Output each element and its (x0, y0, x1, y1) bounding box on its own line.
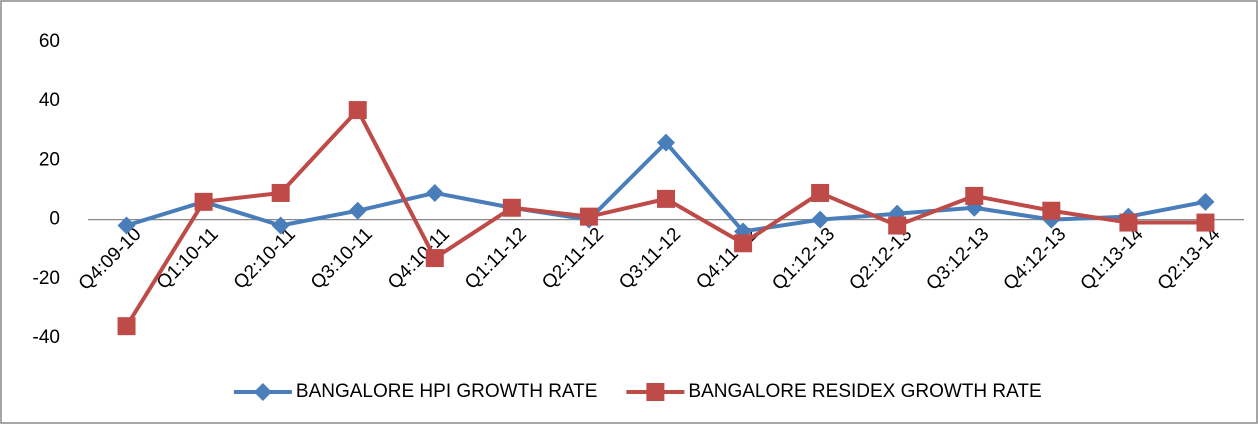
marker (502, 198, 521, 217)
legend-item: BANGALORE HPI GROWTH RATE (233, 381, 598, 402)
y-tick-label: 60 (39, 31, 60, 52)
marker (657, 133, 675, 152)
y-tick-label: 40 (39, 90, 60, 111)
marker (194, 192, 213, 211)
marker (425, 249, 444, 268)
marker (811, 210, 830, 229)
marker (1119, 213, 1138, 232)
marker (348, 201, 367, 220)
marker (117, 317, 136, 336)
marker (646, 383, 665, 401)
marker (425, 183, 444, 202)
marker (1196, 192, 1215, 211)
legend-item: BANGALORE RESIDEX GROWTH RATE (626, 381, 1042, 402)
marker (253, 383, 272, 401)
marker (657, 189, 675, 208)
y-tick-label: -40 (33, 327, 60, 348)
marker (1042, 201, 1061, 220)
marker (117, 216, 136, 235)
legend-label: BANGALORE HPI GROWTH RATE (296, 381, 598, 402)
marker (888, 216, 907, 235)
y-tick-label: 0 (49, 209, 60, 230)
marker (271, 216, 290, 235)
marker (348, 101, 367, 120)
marker (965, 186, 984, 205)
legend-label: BANGALORE RESIDEX GROWTH RATE (688, 381, 1041, 402)
y-tick-label: -20 (33, 268, 60, 289)
marker (734, 234, 753, 253)
y-tick-label: 20 (39, 149, 60, 170)
marker (271, 183, 290, 202)
marker (1196, 213, 1215, 232)
marker (579, 207, 598, 226)
marker (811, 183, 830, 202)
